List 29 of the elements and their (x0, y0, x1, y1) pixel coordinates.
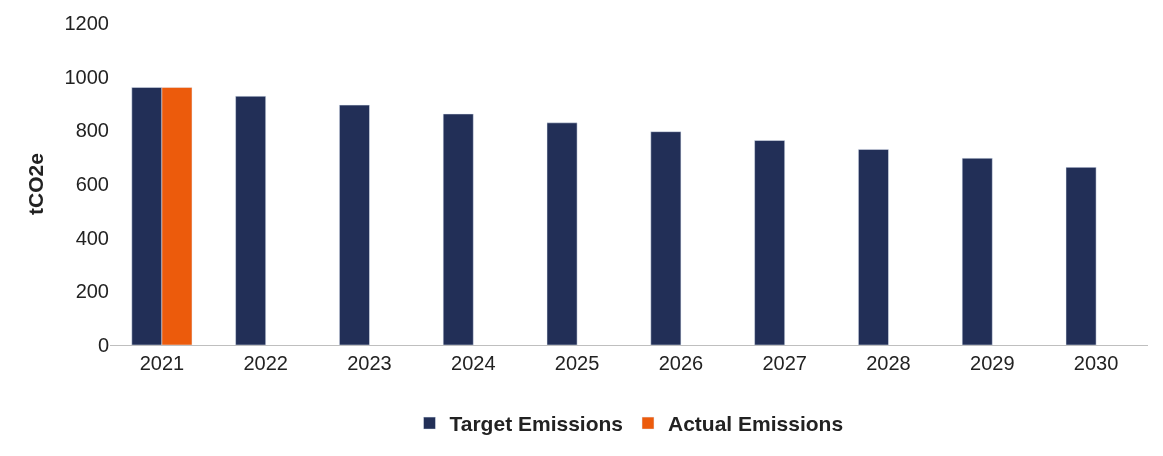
x-tick-label: 2028 (866, 352, 911, 374)
x-tick-label: 2026 (658, 352, 704, 374)
y-tick-label: 0 (97, 334, 109, 356)
bar (442, 113, 474, 345)
x-tick-label: 2029 (970, 352, 1015, 374)
x-tick-label: 2027 (762, 352, 807, 374)
bar (858, 149, 889, 345)
y-tick-label: 400 (75, 226, 109, 249)
x-tick-label: 2024 (451, 352, 496, 374)
y-tick-label: 800 (75, 119, 109, 142)
x-tick-label: 2022 (243, 352, 288, 374)
x-tick-label: 2021 (139, 352, 185, 374)
bar (546, 122, 578, 345)
x-tick-label: 2023 (347, 352, 392, 374)
x-tick-label: 2030 (1073, 352, 1119, 374)
bar (961, 157, 993, 345)
y-tick-label: 200 (75, 280, 109, 303)
bar (650, 131, 682, 345)
x-tick-label: 2025 (554, 352, 600, 374)
y-tick-label: 1200 (64, 12, 109, 34)
legend-label: Actual Emissions (668, 412, 844, 436)
bar (339, 104, 370, 345)
bar (235, 96, 266, 345)
y-axis-title: tCO2e (23, 153, 47, 215)
legend-label: Target Emissions (449, 412, 623, 436)
y-tick-label: 1000 (64, 65, 109, 88)
y-tick-label: 600 (75, 173, 109, 195)
bar (754, 140, 785, 345)
bar (1065, 167, 1097, 345)
